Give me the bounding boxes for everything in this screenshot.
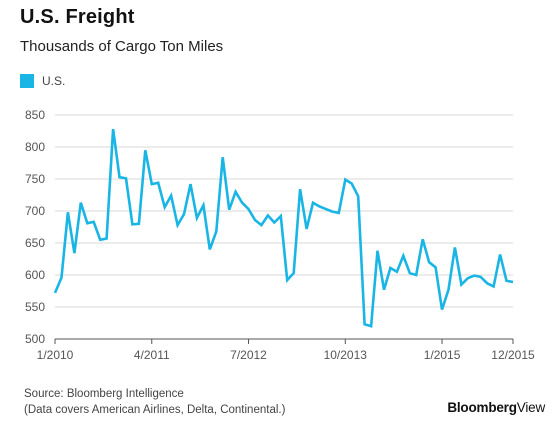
- y-tick-label: 700: [25, 204, 45, 218]
- y-tick-label: 600: [25, 268, 45, 282]
- x-tick-label: 1/2015: [424, 348, 461, 362]
- y-tick-label: 850: [25, 108, 45, 122]
- x-tick-label: 1/2010: [37, 348, 74, 362]
- y-tick-label: 500: [25, 332, 45, 346]
- series-line: [53, 128, 514, 328]
- x-tick-label: 4/2011: [134, 348, 170, 362]
- bloomberg-view-logo: BloombergView: [447, 400, 545, 415]
- legend: U.S.: [20, 74, 65, 88]
- y-tick-label: 750: [25, 172, 45, 186]
- logo-brand: Bloomberg: [447, 400, 517, 415]
- logo-product: View: [516, 400, 545, 415]
- y-tick-label: 550: [25, 300, 45, 314]
- chart-title: U.S. Freight: [20, 6, 135, 28]
- y-tick-label: 650: [25, 236, 45, 250]
- legend-label: U.S.: [42, 74, 66, 88]
- source-line-2: (Data covers American Airlines, Delta, C…: [24, 404, 286, 416]
- x-tick-label: 12/2015: [491, 348, 535, 362]
- source-line-1: Source: Bloomberg Intelligence: [24, 388, 184, 400]
- source-note: Source: Bloomberg Intelligence (Data cov…: [24, 386, 285, 418]
- x-tick-label: 7/2012: [230, 348, 267, 362]
- legend-swatch: [20, 74, 34, 88]
- y-tick-label: 800: [25, 140, 45, 154]
- x-tick-label: 10/2013: [324, 348, 368, 362]
- chart-subtitle: Thousands of Cargo Ton Miles: [20, 38, 224, 55]
